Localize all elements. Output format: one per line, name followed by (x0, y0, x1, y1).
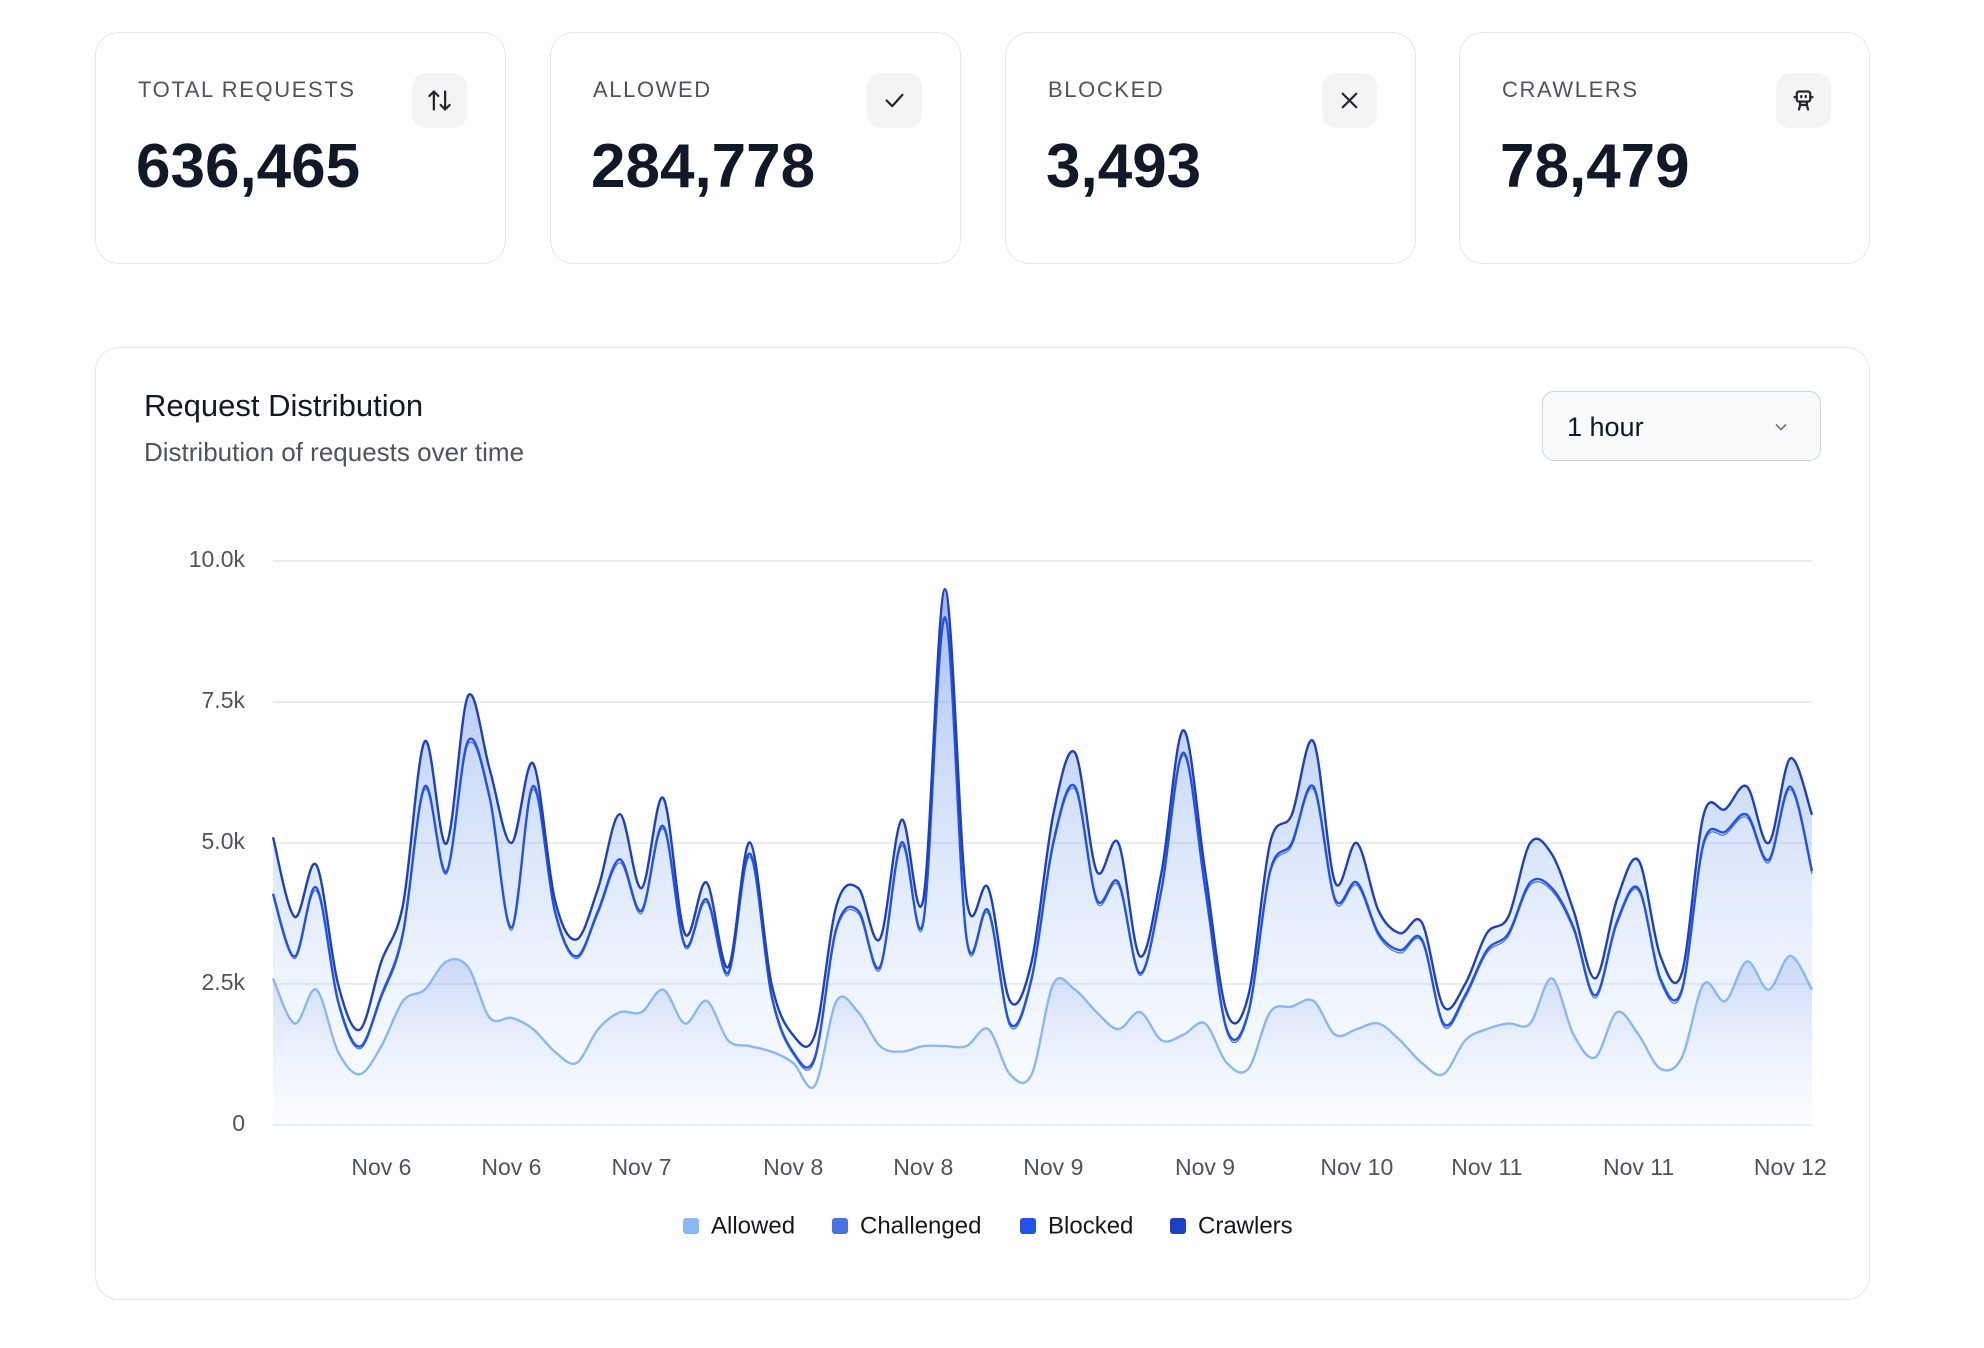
stat-label: CRAWLERS (1502, 77, 1639, 102)
series-line (271, 587, 1814, 1048)
x-tick-label: Nov 9 (1175, 1154, 1235, 1180)
legend-swatch (683, 1218, 699, 1234)
legend-swatch (1170, 1218, 1186, 1234)
series-area (273, 955, 1812, 1125)
x-tick-label: Nov 11 (1603, 1154, 1674, 1180)
stat-label: TOTAL REQUESTS (138, 77, 356, 102)
x-tick-label: Nov 7 (611, 1154, 671, 1180)
y-tick-label: 5.0k (202, 828, 246, 854)
x-tick-label: Nov 6 (351, 1154, 411, 1180)
legend-label: Challenged (860, 1212, 981, 1239)
x-tick-label: Nov 8 (763, 1154, 823, 1180)
stat-label: ALLOWED (593, 77, 712, 102)
stat-value: 78,479 (1500, 132, 1690, 201)
series-area (273, 589, 1812, 1068)
x-tick-label: Nov 10 (1320, 1154, 1393, 1180)
chart-card (95, 347, 1870, 1300)
stat-value: 284,778 (591, 132, 816, 201)
stat-value: 3,493 (1046, 132, 1202, 201)
legend-label: Allowed (711, 1212, 795, 1239)
stat-icon (1776, 73, 1831, 128)
x-tick-label: Nov 6 (481, 1154, 541, 1180)
interval-dropdown[interactable]: 1 hour (1542, 391, 1821, 461)
chart-title: Request Distribution (144, 388, 424, 423)
chevron (1775, 423, 1787, 431)
stat-icon (412, 73, 467, 128)
dropdown-text: 1 hour (1567, 412, 1644, 442)
x-tick-label: Nov 12 (1754, 1154, 1827, 1180)
stat-card: TOTAL REQUESTS 636,465 (95, 32, 506, 264)
stat-icon (1322, 73, 1377, 128)
y-tick-label: 0 (232, 1110, 245, 1136)
x-tick-label: Nov 11 (1451, 1154, 1522, 1180)
stat-icon (867, 73, 922, 128)
legend-label: Crawlers (1198, 1212, 1293, 1239)
y-tick-label: 2.5k (202, 969, 246, 995)
stat-card: CRAWLERS 78,479 (1459, 32, 1870, 264)
x-tick-label: Nov 8 (893, 1154, 953, 1180)
chart-subtitle: Distribution of requests over time (144, 437, 525, 467)
legend-swatch (832, 1218, 848, 1234)
series-line (271, 616, 1814, 1069)
y-tick-label: 7.5k (202, 687, 246, 713)
series-line (271, 954, 1814, 1089)
stat-card: BLOCKED 3,493 (1005, 32, 1416, 264)
stat-label: BLOCKED (1048, 77, 1165, 102)
y-tick-label: 10.0k (189, 546, 246, 572)
series-area (273, 620, 1812, 1088)
legend-swatch (1020, 1218, 1036, 1234)
stat-card: ALLOWED 284,778 (550, 32, 961, 264)
x-tick-label: Nov 9 (1023, 1154, 1083, 1180)
legend-label: Blocked (1048, 1212, 1133, 1239)
stat-value: 636,465 (136, 132, 361, 201)
